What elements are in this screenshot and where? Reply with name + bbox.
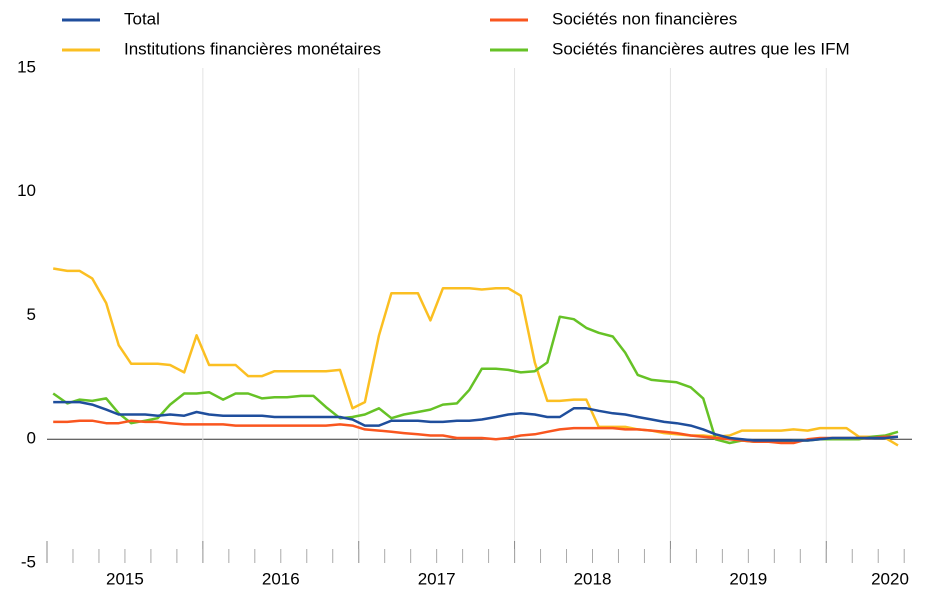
x-tick-label: 2016 [262, 569, 300, 588]
legend-label: Institutions financières monétaires [124, 39, 381, 58]
x-tick-label: 2018 [574, 569, 612, 588]
x-tick-label: 2020 [871, 569, 909, 588]
x-tick-label: 2017 [418, 569, 456, 588]
x-tick-label: 2019 [729, 569, 767, 588]
legend-label: Sociétés non financières [552, 9, 737, 28]
y-tick-label: 5 [27, 305, 36, 324]
y-tick-label: -5 [21, 552, 36, 571]
y-tick-label: 0 [27, 429, 36, 448]
x-tick-label: 2015 [106, 569, 144, 588]
legend-label: Total [124, 9, 160, 28]
legend-label: Sociétés financières autres que les IFM [552, 39, 850, 58]
series-line [52, 267, 899, 447]
series-line [53, 400, 899, 442]
y-tick-label: 15 [17, 57, 36, 76]
y-tick-label: 10 [17, 181, 36, 200]
